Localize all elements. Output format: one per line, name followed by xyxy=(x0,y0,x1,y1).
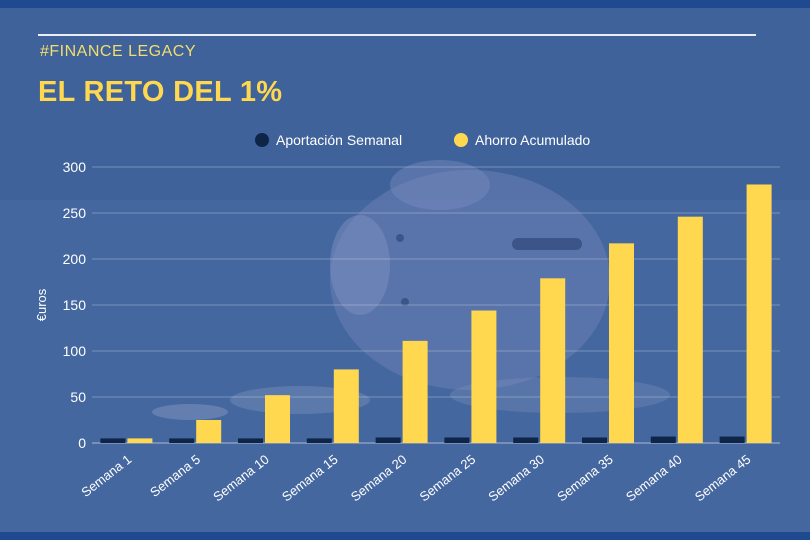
bar-accumulated-savings xyxy=(540,278,566,443)
x-tick-label: Semana 45 xyxy=(692,452,754,505)
y-tick-label: 300 xyxy=(63,159,87,175)
bar-accumulated-savings xyxy=(196,420,222,443)
header-divider xyxy=(38,34,756,36)
y-tick-label: 150 xyxy=(63,297,87,313)
x-tick-label: Semana 20 xyxy=(348,452,410,505)
x-tick-label: Semana 15 xyxy=(279,452,341,505)
x-tick-label: Semana 30 xyxy=(485,452,547,505)
x-tick-label: Semana 5 xyxy=(147,452,203,500)
bar-accumulated-savings xyxy=(471,310,497,443)
page-title: EL RETO DEL 1% xyxy=(38,76,283,108)
y-tick-label: 250 xyxy=(63,205,87,221)
y-tick-label: 50 xyxy=(70,389,86,405)
bar-weekly-contribution xyxy=(306,438,332,443)
y-tick-label: 200 xyxy=(63,251,87,267)
bar-accumulated-savings xyxy=(127,438,153,443)
bar-weekly-contribution xyxy=(650,436,676,443)
bar-accumulated-savings xyxy=(265,395,290,443)
y-tick-label: 0 xyxy=(78,435,86,451)
brand-label: #FINANCE LEGACY xyxy=(40,43,196,60)
bar-accumulated-savings xyxy=(677,216,703,443)
bar-accumulated-savings xyxy=(746,184,772,444)
bar-weekly-contribution xyxy=(444,437,470,443)
bar-weekly-contribution xyxy=(582,437,607,443)
bottom-accent-bar xyxy=(0,532,810,540)
x-tick-label: Semana 35 xyxy=(554,452,616,505)
x-tick-label: Semana 25 xyxy=(417,452,479,505)
bar-weekly-contribution xyxy=(100,438,126,443)
bar-accumulated-savings xyxy=(402,340,428,443)
bar-accumulated-savings xyxy=(609,243,634,443)
legend-marker-accumulated xyxy=(454,133,468,147)
x-tick-label: Semana 10 xyxy=(210,452,272,505)
y-axis-label: €uros xyxy=(34,288,49,321)
x-tick-label: Semana 40 xyxy=(623,452,685,505)
legend-label-weekly: Aportación Semanal xyxy=(276,132,402,148)
top-accent-bar xyxy=(0,0,810,8)
bar-weekly-contribution xyxy=(169,438,195,443)
y-tick-label: 100 xyxy=(63,343,87,359)
bar-weekly-contribution xyxy=(719,436,745,443)
legend-marker-weekly xyxy=(255,133,269,147)
x-tick-label: Semana 1 xyxy=(78,452,134,500)
bar-weekly-contribution xyxy=(238,438,263,443)
legend-label-accumulated: Ahorro Acumulado xyxy=(475,132,590,148)
bar-accumulated-savings xyxy=(333,369,359,443)
bar-weekly-contribution xyxy=(513,437,539,443)
bar-weekly-contribution xyxy=(375,437,401,443)
